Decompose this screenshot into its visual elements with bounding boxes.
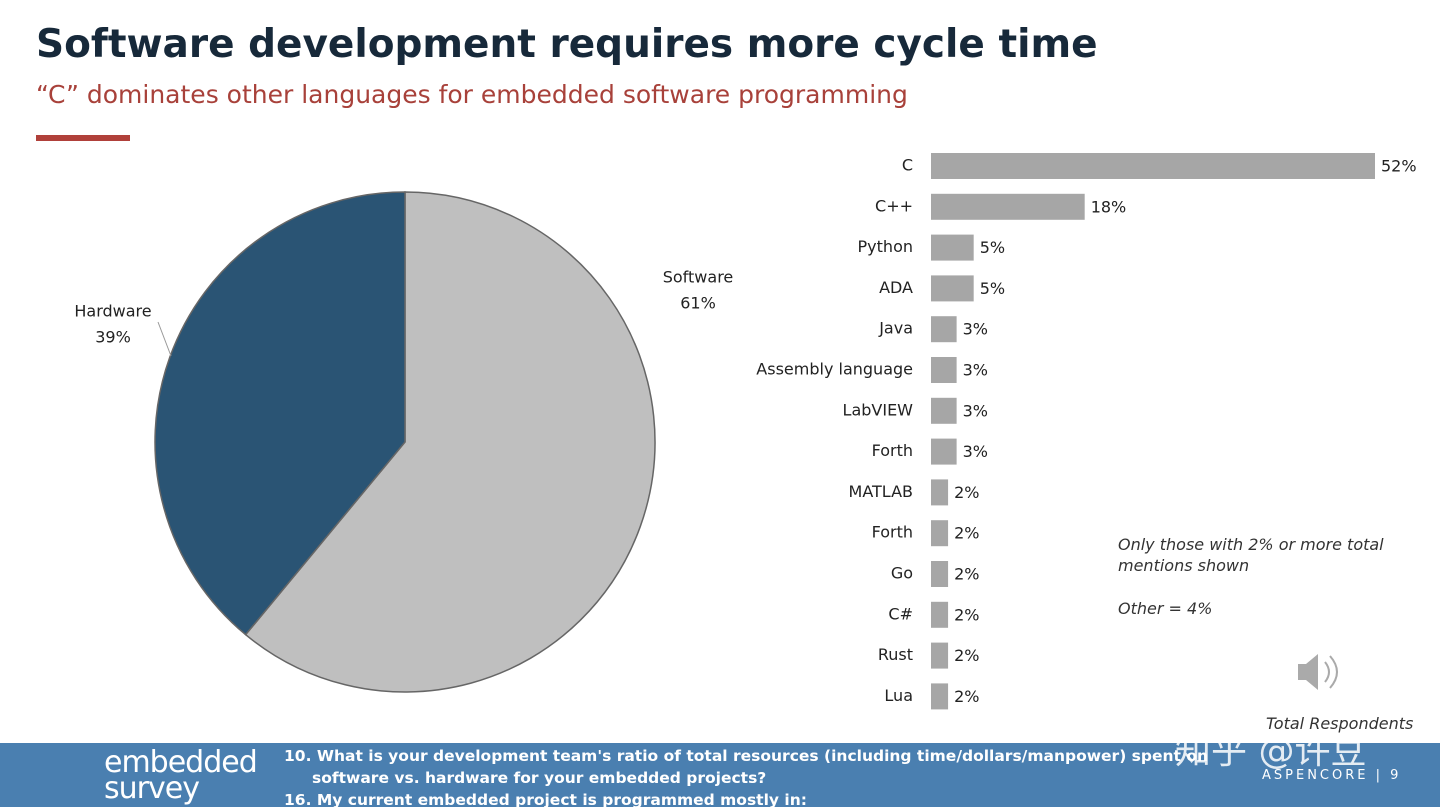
bar-value-label: 18% xyxy=(1091,197,1127,216)
bar xyxy=(931,316,957,343)
bar xyxy=(931,397,957,424)
bar-value-label: 3% xyxy=(963,442,988,461)
bar xyxy=(931,479,949,506)
bar xyxy=(931,193,1085,220)
pie-slice xyxy=(154,191,406,636)
leader-line xyxy=(157,321,172,357)
bar-value-label: 2% xyxy=(954,605,979,624)
bar xyxy=(931,642,949,669)
bar-value-label: 2% xyxy=(954,646,979,665)
charts: Software 61% Hardware 39% C 52% C++ 18% Python 5%… xyxy=(74,153,1417,710)
logo: embedded survey xyxy=(104,745,258,806)
bar-category-label: C++ xyxy=(875,196,913,215)
bar-category-label: Python xyxy=(858,237,913,256)
pie-slice xyxy=(244,191,656,693)
bar xyxy=(931,438,957,465)
bar-category-label: ADA xyxy=(879,278,913,297)
bar-category-label: Go xyxy=(891,564,913,583)
bar-value-label: 3% xyxy=(963,320,988,339)
slice-label: Hardware xyxy=(74,302,151,321)
questions: 10. What is your development team's rati… xyxy=(284,745,1244,807)
bar-value-label: 5% xyxy=(980,279,1005,298)
logo-text: embedded xyxy=(104,745,258,780)
brand: ASPENCORE | 9 xyxy=(1262,768,1402,783)
footer-band xyxy=(0,743,1440,807)
note: Other = 4% xyxy=(1118,599,1213,618)
bar xyxy=(931,234,974,261)
bar-value-label: 2% xyxy=(954,524,979,543)
bar-value-label: 5% xyxy=(980,238,1005,257)
bar-category-label: LabVIEW xyxy=(843,400,914,419)
bar-value-label: 3% xyxy=(963,401,988,420)
bar xyxy=(931,601,949,628)
logo-text: survey xyxy=(104,771,200,806)
bar-category-label: Forth xyxy=(872,441,913,460)
bar-category-label: Forth xyxy=(872,523,913,542)
slice-label: Software xyxy=(663,268,734,287)
note: Total Respondents xyxy=(1266,714,1414,733)
accent-bar xyxy=(36,135,130,141)
bar-category-label: Java xyxy=(878,319,913,338)
bar-category-label: C# xyxy=(888,604,913,623)
bar-category-label: C xyxy=(902,156,913,175)
bar xyxy=(931,683,949,710)
bar xyxy=(931,561,949,587)
bar xyxy=(931,275,974,302)
slide-title: Software development requires more cycle… xyxy=(36,22,1098,67)
bar xyxy=(931,153,1375,179)
bar-value-label: 3% xyxy=(963,361,988,380)
slice-value-label: 61% xyxy=(680,294,716,313)
bar-category-label: MATLAB xyxy=(849,482,913,501)
speaker-icon xyxy=(1298,654,1338,690)
note: Only those with 2% or more total mention… xyxy=(1118,535,1384,575)
slide-subtitle: “C” dominates other languages for embedd… xyxy=(36,80,908,109)
bar xyxy=(931,520,949,547)
bar-value-label: 2% xyxy=(954,687,979,706)
slice-value-label: 39% xyxy=(95,328,131,347)
bar-value-label: 52% xyxy=(1381,157,1417,176)
question: 10. What is your development team's rati… xyxy=(284,747,1209,787)
bar-value-label: 2% xyxy=(954,565,979,584)
question: 16. My current embedded project is progr… xyxy=(284,791,807,807)
bar-category-label: Lua xyxy=(884,686,913,705)
bar xyxy=(931,357,957,383)
bar-category-label: Assembly language xyxy=(756,360,913,379)
bar-value-label: 2% xyxy=(954,483,979,502)
bar-category-label: Rust xyxy=(878,645,913,664)
watermark: 知乎 @许豆 xyxy=(1175,731,1367,772)
